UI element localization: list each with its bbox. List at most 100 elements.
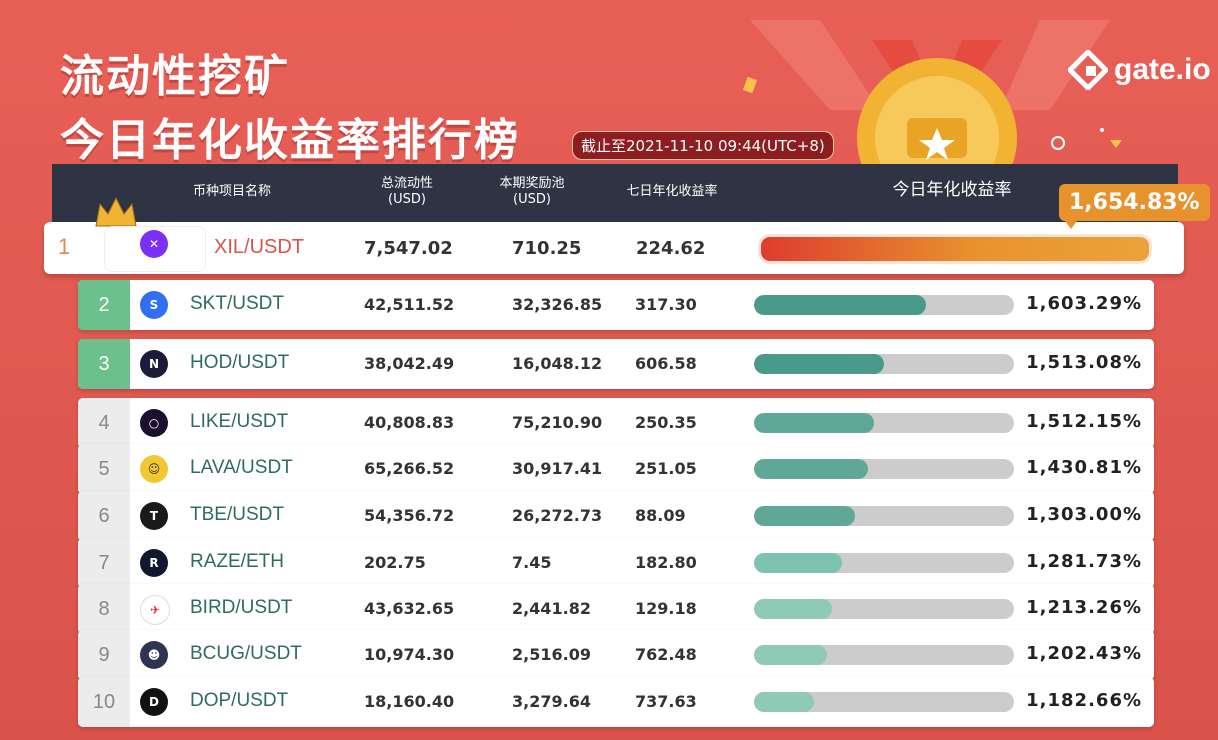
rate-bar-fill	[754, 645, 827, 665]
rate-bar-fill	[754, 413, 874, 433]
table-row[interactable]: 8 ✈ BIRD/USDT 43,632.65 2,441.82 129.18 …	[78, 584, 1154, 634]
pool-value: 75,210.90	[512, 413, 603, 432]
pool-value: 32,326.85	[512, 295, 603, 314]
pair-label: DOP/USDT	[190, 690, 289, 711]
rate-bar	[758, 234, 1152, 264]
header-apy7: 七日年化收益率	[626, 184, 718, 199]
header-liquidity: 总流动性 (USD)	[352, 176, 462, 208]
rate-bar-fill	[754, 295, 926, 315]
rank-label: 1	[58, 234, 71, 259]
today-rate-value: 1,182.66%	[1026, 690, 1142, 711]
gateio-logo: gate.io	[1068, 50, 1211, 90]
pair-label: XIL/USDT	[214, 236, 305, 258]
pool-value: 3,279.64	[512, 692, 591, 711]
pool-value: 16,048.12	[512, 354, 603, 373]
pair-label: LIKE/USDT	[190, 411, 289, 432]
rank-label: 3	[78, 339, 130, 389]
rate-bar-track	[754, 413, 1014, 433]
pair-label: SKT/USDT	[190, 293, 284, 314]
raze-icon: R	[140, 549, 168, 577]
header-pair: 币种项目名称	[192, 184, 271, 199]
gateio-logo-icon	[1068, 50, 1108, 90]
rank-label: 7	[78, 538, 130, 588]
like-icon: ○	[140, 409, 168, 437]
header-pool: 本期奖励池 (USD)	[482, 176, 582, 208]
table-row[interactable]: 2 S SKT/USDT 42,511.52 32,326.85 317.30 …	[78, 280, 1154, 330]
today-rate-value: 1,512.15%	[1026, 411, 1142, 432]
table-row[interactable]: 5 ☺ LAVA/USDT 65,266.52 30,917.41 251.05…	[78, 444, 1154, 494]
today-rate-value: 1,603.29%	[1026, 293, 1142, 314]
today-rate-value: 1,213.26%	[1026, 597, 1142, 618]
today-rate-value: 1,281.73%	[1026, 551, 1142, 572]
today-rate-value: 1,202.43%	[1026, 643, 1142, 664]
table-row[interactable]: 9 ☻ BCUG/USDT 10,974.30 2,516.09 762.48 …	[78, 630, 1154, 680]
apy7-value: 251.05	[635, 459, 697, 478]
rate-bar-track	[754, 645, 1014, 665]
pair-label: BCUG/USDT	[190, 643, 302, 664]
pair-label: BIRD/USDT	[190, 597, 293, 618]
title-line1: 流动性挖矿	[60, 51, 290, 102]
tbe-icon: T	[140, 502, 168, 530]
bcug-icon: ☻	[140, 641, 168, 669]
skt-icon: S	[140, 291, 168, 319]
table-row[interactable]: 10 D DOP/USDT 18,160.40 3,279.64 737.63 …	[78, 677, 1154, 727]
rank-label: 9	[78, 630, 130, 680]
icon-frame	[104, 226, 206, 272]
header-liquidity-unit: (USD)	[388, 192, 426, 207]
pair-label: TBE/USDT	[190, 504, 284, 525]
apy7-value: 224.62	[636, 238, 706, 259]
rate-bar-track	[754, 599, 1014, 619]
apy7-value: 762.48	[635, 645, 697, 664]
liquidity-value: 65,266.52	[364, 459, 455, 478]
apy7-value: 737.63	[635, 692, 697, 711]
header-liquidity-label: 总流动性	[380, 176, 433, 191]
gold-medal-icon	[857, 40, 1017, 168]
background-decoration	[742, 20, 1122, 150]
today-rate-value: 1,430.81%	[1026, 457, 1142, 478]
table-row[interactable]: 7 R RAZE/ETH 202.75 7.45 182.80 1,281.73…	[78, 538, 1154, 588]
pair-label: HOD/USDT	[190, 352, 290, 373]
rate-bar-fill	[754, 692, 814, 712]
rank-label: 6	[78, 491, 130, 541]
rank-label: 5	[78, 444, 130, 494]
rate-bar-fill	[754, 553, 843, 573]
bird-icon: ✈	[140, 595, 170, 625]
pair-label: LAVA/USDT	[190, 457, 293, 478]
table-row[interactable]: 4 ○ LIKE/USDT 40,808.83 75,210.90 250.35…	[78, 398, 1154, 448]
brand-name: gate.io	[1114, 53, 1211, 86]
pool-value: 2,516.09	[512, 645, 591, 664]
table-row[interactable]: 1 ✕ XIL/USDT 7,547.02 710.25 224.62	[44, 196, 1184, 274]
liquidity-value: 18,160.40	[364, 692, 455, 711]
pool-value: 7.45	[512, 553, 552, 572]
rate-bar-track	[754, 295, 1014, 315]
liquidity-value: 38,042.49	[364, 354, 455, 373]
liquidity-value: 10,974.30	[364, 645, 455, 664]
header-pool-label: 本期奖励池	[499, 176, 565, 191]
table-row[interactable]: 6 T TBE/USDT 54,356.72 26,272.73 88.09 1…	[78, 491, 1154, 541]
liquidity-value: 7,547.02	[364, 238, 453, 259]
rate-bar-track	[754, 506, 1014, 526]
apy7-value: 88.09	[635, 506, 686, 525]
rank-label: 4	[78, 398, 130, 448]
header-pool-unit: (USD)	[513, 192, 551, 207]
pool-value: 2,441.82	[512, 599, 591, 618]
rate-bar-fill	[754, 506, 856, 526]
rate-bar-track	[754, 553, 1014, 573]
table-row[interactable]: 3 N HOD/USDT 38,042.49 16,048.12 606.58 …	[78, 339, 1154, 389]
pool-value: 710.25	[512, 238, 582, 259]
rank-label: 10	[78, 677, 130, 727]
header-today: 今日年化收益率	[892, 180, 1012, 200]
dop-icon: D	[140, 688, 168, 716]
apy7-value: 250.35	[635, 413, 697, 432]
pair-label: RAZE/ETH	[190, 551, 284, 572]
today-rate-value: 1,303.00%	[1026, 504, 1142, 525]
liquidity-value: 40,808.83	[364, 413, 455, 432]
crown-icon	[95, 196, 137, 227]
rate-bar-fill	[754, 354, 884, 374]
rank-label: 2	[78, 280, 130, 330]
apy7-value: 606.58	[635, 354, 697, 373]
rate-bar-track	[754, 354, 1014, 374]
title-line2: 今日年化收益率排行榜	[60, 115, 520, 166]
liquidity-value: 43,632.65	[364, 599, 455, 618]
liquidity-value: 202.75	[364, 553, 426, 572]
